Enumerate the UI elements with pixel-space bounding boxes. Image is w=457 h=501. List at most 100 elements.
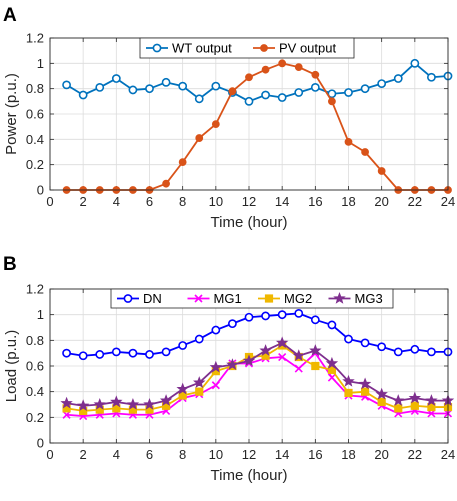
data-point (311, 70, 320, 79)
data-point (244, 312, 254, 322)
data-point (328, 97, 336, 106)
legend-marker (194, 294, 203, 303)
data-point (95, 350, 105, 359)
x-tick-label: 10 (209, 194, 223, 209)
data-point (261, 311, 270, 321)
data-point (62, 348, 71, 358)
x-tick-label: 4 (113, 447, 120, 462)
data-point (344, 334, 353, 344)
data-point (228, 87, 237, 96)
x-tick-label: 22 (408, 194, 422, 209)
legend-marker (333, 291, 346, 304)
data-point (176, 382, 189, 395)
data-point (360, 84, 370, 94)
data-point (377, 167, 386, 175)
data-point (275, 336, 289, 349)
y-tick-label: 1 (37, 56, 44, 71)
x-tick-label: 12 (242, 447, 256, 462)
data-point (128, 348, 138, 358)
chart-panel-a: A0 2 4 6 8 10 12 14 16 18 20 22 2400.20.40.60.811.2T… (3, 5, 455, 231)
data-point (211, 381, 220, 390)
series-mg3 (60, 336, 455, 412)
y-axis-label: Load (p.u.) (3, 330, 20, 403)
x-tick-label: 6 (146, 447, 153, 462)
data-point (110, 395, 123, 408)
y-tick-label: 0.6 (26, 359, 44, 374)
data-point (393, 347, 403, 357)
y-tick-label: 0 (37, 436, 44, 451)
data-point (309, 344, 322, 356)
data-point (410, 344, 420, 354)
data-point (344, 137, 353, 146)
data-point (193, 376, 206, 388)
data-point (226, 358, 239, 370)
data-point (294, 63, 303, 72)
data-point (161, 77, 171, 87)
data-point (377, 397, 386, 407)
data-point (294, 308, 304, 318)
data-point (377, 79, 387, 88)
data-point (195, 134, 204, 142)
data-point (209, 360, 223, 373)
legend-entry: MG3 (355, 291, 383, 306)
legend: WT output PV output (139, 37, 355, 59)
x-tick-label: 16 (308, 447, 322, 462)
y-axis-label: Power (p.u.) (3, 73, 20, 155)
x-tick-label: 2 (80, 194, 87, 209)
data-point (410, 401, 419, 410)
data-point (360, 387, 370, 396)
data-point (194, 334, 204, 344)
data-point (327, 89, 337, 99)
data-point (310, 315, 320, 325)
x-tick-label: 24 (441, 447, 455, 462)
data-point (111, 347, 121, 357)
data-point (327, 320, 337, 330)
data-point (95, 83, 105, 92)
x-tick-label: 4 (113, 194, 120, 209)
data-point (392, 394, 405, 406)
y-tick-label: 0.2 (26, 157, 44, 172)
data-point (178, 391, 187, 400)
legend-marker (264, 294, 274, 303)
y-tick-label: 1.2 (26, 282, 44, 297)
legend-entry: MG1 (214, 291, 242, 306)
data-point (261, 90, 270, 100)
data-point (178, 341, 188, 350)
y-tick-label: 0 (37, 183, 44, 198)
data-point (377, 342, 387, 352)
data-point (278, 59, 287, 68)
data-point (143, 397, 156, 410)
x-tick-label: 20 (374, 194, 388, 209)
data-point (194, 94, 204, 104)
data-point (242, 354, 256, 367)
data-point (325, 356, 339, 369)
y-tick-label: 0.8 (26, 81, 44, 96)
data-point (310, 83, 320, 92)
data-point (111, 74, 121, 83)
x-tick-label: 22 (408, 447, 422, 462)
data-point (228, 319, 237, 329)
data-point (145, 350, 154, 359)
x-axis-label: Time (hour) (211, 214, 288, 231)
data-point (361, 148, 369, 156)
y-tick-label: 0.6 (26, 107, 44, 122)
data-point (344, 88, 353, 97)
data-point (294, 88, 304, 97)
x-tick-label: 2 (80, 447, 87, 462)
data-point (60, 396, 73, 409)
data-point (294, 364, 303, 373)
legend-marker (152, 43, 162, 53)
data-point (327, 365, 337, 374)
y-tick-label: 1.2 (26, 31, 44, 46)
data-point (278, 352, 287, 362)
x-tick-label: 0 (46, 194, 53, 209)
data-point (62, 80, 71, 90)
series-pv-output (62, 59, 452, 194)
data-point (261, 65, 270, 74)
data-point (277, 93, 287, 102)
data-point (78, 351, 88, 361)
y-tick-label: 0.8 (26, 333, 44, 348)
data-point (178, 81, 188, 91)
y-tick-label: 0.4 (26, 384, 44, 399)
